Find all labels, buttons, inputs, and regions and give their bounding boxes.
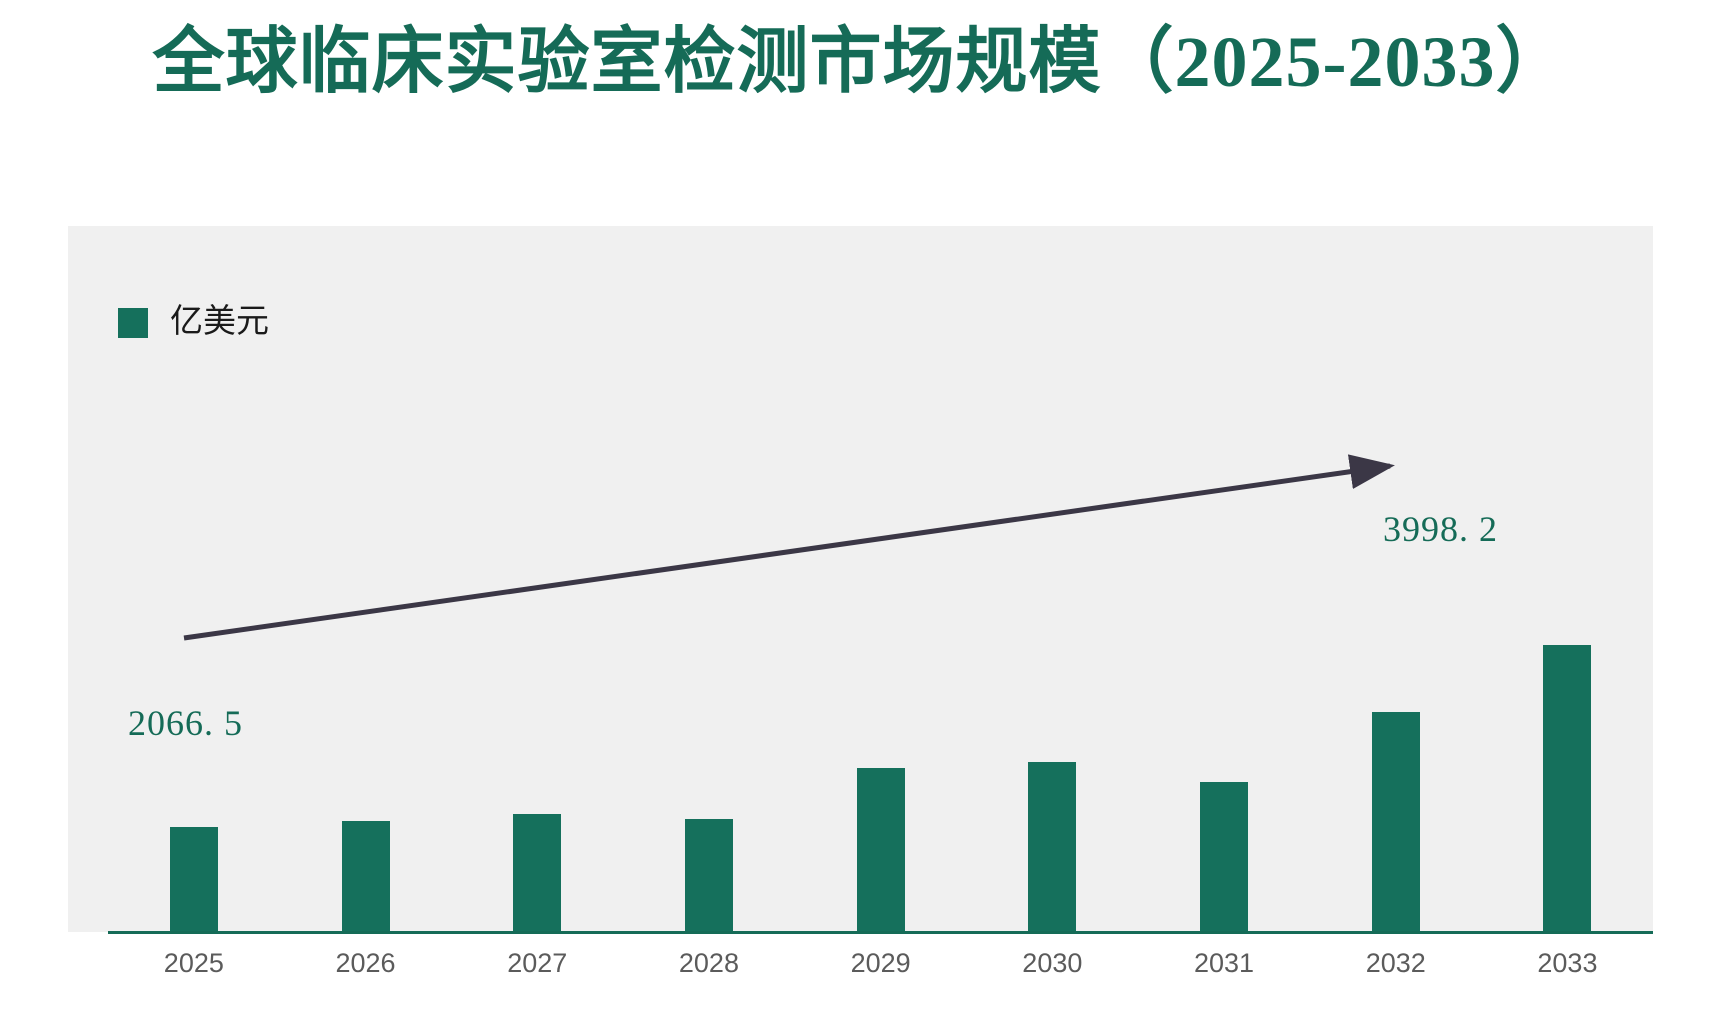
bar-2027[interactable] (513, 814, 562, 931)
x-tick-label-2031: 2031 (1193, 948, 1255, 978)
value-label-2025: 2066. 5 (128, 703, 243, 743)
x-tick-label-2026: 2026 (335, 948, 396, 978)
bar-group-2029: 2029 (795, 226, 967, 978)
x-tick-label-2032: 2032 (1365, 948, 1426, 978)
bar-group-2033: 2033 (1482, 226, 1654, 978)
x-tick-label-2028: 2028 (678, 948, 739, 978)
bar-2028[interactable] (684, 819, 733, 931)
legend-item-label: 亿美元 (170, 304, 269, 340)
x-tick-label-2029: 2029 (850, 948, 911, 978)
page-title: 全球临床实验室检测市场规模（2025-2033） (152, 22, 1569, 102)
bar-2025[interactable] (169, 827, 218, 931)
bars-layer: 2025 2026 2027 2028 2029 2030 (108, 226, 1654, 978)
bar-group-2030: 2030 (967, 226, 1139, 978)
x-axis-line (108, 931, 1653, 934)
bar-2031[interactable] (1200, 782, 1249, 931)
bar-2026[interactable] (341, 821, 390, 931)
value-label-2033: 3998. 2 (1383, 509, 1498, 549)
bar-group-2031: 2031 (1138, 226, 1310, 978)
bar-2030[interactable] (1028, 762, 1077, 931)
chart-legend: 亿美元 (118, 306, 269, 339)
bar-group-2028: 2028 (623, 226, 795, 978)
bar-group-2025: 2025 (108, 226, 280, 978)
plot-area: 2025 2026 2027 2028 2029 2030 (68, 226, 1654, 978)
x-tick-label-2033: 2033 (1537, 948, 1598, 978)
bar-2032[interactable] (1371, 712, 1420, 931)
bar-group-2026: 2026 (280, 226, 452, 978)
bar-2033[interactable] (1543, 645, 1592, 931)
chart-container: 亿美元 2025 2026 2027 2028 20 (68, 226, 1654, 978)
legend-swatch-icon (118, 307, 148, 338)
x-tick-label-2030: 2030 (1022, 948, 1083, 978)
x-tick-label-2025: 2025 (163, 948, 224, 978)
bar-group-2027: 2027 (451, 226, 623, 978)
bar-2029[interactable] (856, 768, 905, 931)
bar-group-2032: 2032 (1310, 226, 1482, 978)
x-tick-label-2027: 2027 (507, 948, 568, 978)
